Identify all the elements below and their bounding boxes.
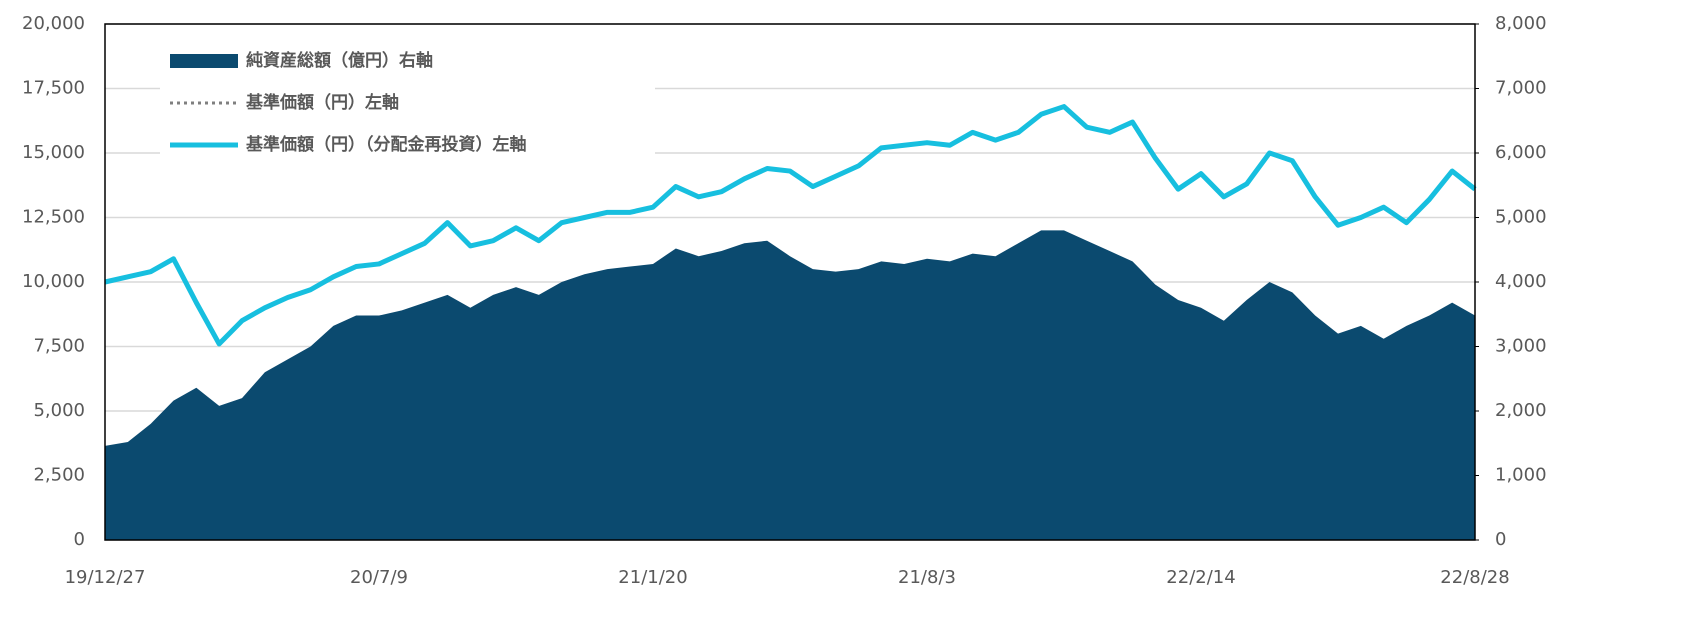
y-tick-label: 17,500 [22, 78, 85, 99]
y-tick-label: 2,500 [33, 465, 85, 486]
y-tick-label: 20,000 [22, 13, 85, 34]
area [105, 230, 1475, 540]
legend-label: 基準価額（円）（分配金再投資）左軸 [245, 134, 527, 155]
y2-tick-label: 4,000 [1495, 271, 1547, 292]
y2-tick-label: 3,000 [1495, 336, 1547, 357]
y2-tick-label: 2,000 [1495, 400, 1547, 421]
legend-label: 純資産総額（億円）右軸 [246, 50, 433, 71]
x-tick-label: 22/8/28 [1440, 567, 1509, 588]
x-tick-label: 21/1/20 [618, 567, 687, 588]
y2-tick-label: 6,000 [1495, 142, 1547, 163]
y-tick-label: 5,000 [33, 400, 85, 421]
line [104, 104, 1477, 347]
y-tick-label: 10,000 [22, 271, 85, 292]
x-tick-label: 22/2/14 [1166, 567, 1235, 588]
y-tick-label: 12,500 [22, 207, 85, 228]
plot-frame [104, 23, 1476, 541]
x-tick-label: 19/12/27 [65, 567, 146, 588]
legend-swatch [170, 54, 238, 68]
y-tick-label: 7,500 [33, 336, 85, 357]
x-tick-label: 21/8/3 [898, 567, 956, 588]
y2-tick-label: 7,000 [1495, 78, 1547, 99]
y2-tick-label: 0 [1495, 529, 1506, 550]
y-tick-label: 15,000 [22, 142, 85, 163]
y2-tick-label: 8,000 [1495, 13, 1547, 34]
y-tick-label: 0 [74, 529, 85, 550]
legend-box [160, 40, 655, 170]
legend-label: 基準価額（円）左軸 [245, 92, 399, 113]
y2-tick-label: 1,000 [1495, 465, 1547, 486]
x-tick-label: 20/7/9 [350, 567, 408, 588]
y2-tick-label: 5,000 [1495, 207, 1547, 228]
